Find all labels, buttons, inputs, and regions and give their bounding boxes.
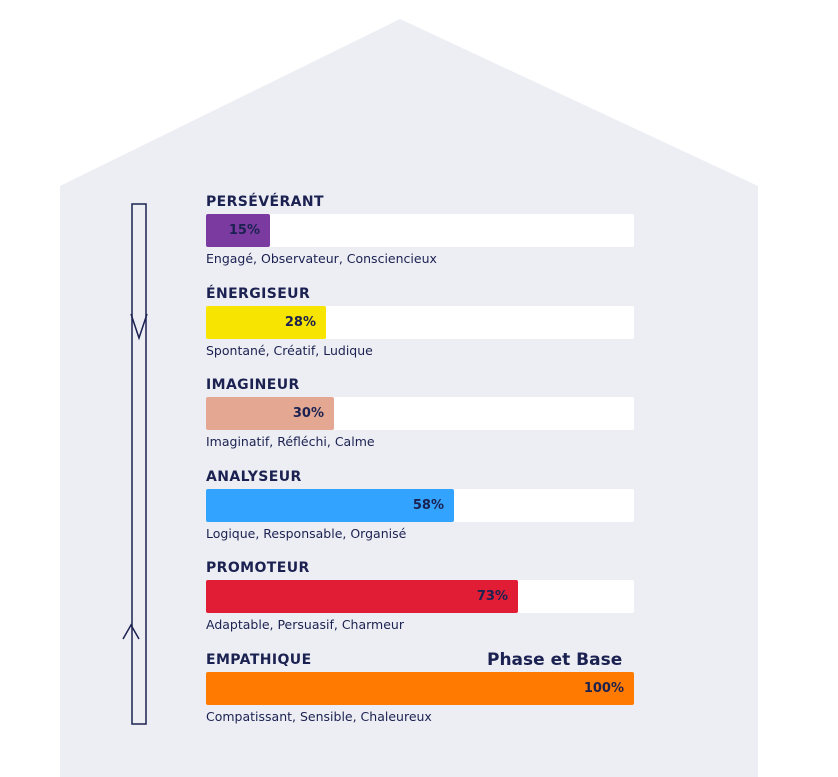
traits-description: Adaptable, Persuasif, Charmeur — [206, 617, 404, 632]
value-label: 28% — [284, 315, 316, 330]
phase-arrow-frame — [131, 203, 147, 725]
bar-track: 15% — [206, 214, 634, 247]
value-label: 100% — [583, 681, 624, 696]
value-label: 15% — [228, 223, 260, 238]
bar: 100% — [206, 672, 634, 705]
traits-description: Logique, Responsable, Organisé — [206, 526, 407, 541]
value-label: 73% — [476, 589, 508, 604]
category-label: PROMOTEUR — [206, 560, 310, 576]
traits-description: Spontané, Créatif, Ludique — [206, 343, 373, 358]
bar: 73% — [206, 580, 518, 613]
value-label: 58% — [412, 498, 444, 513]
phase-base-label: Phase et Base — [487, 650, 623, 670]
category-label: PERSÉVÉRANT — [206, 194, 324, 210]
bar-track: 58% — [206, 489, 634, 522]
traits-description: Imaginatif, Réfléchi, Calme — [206, 434, 375, 449]
value-label: 30% — [292, 406, 324, 421]
bar: 30% — [206, 397, 334, 430]
bar-track: 73% — [206, 580, 634, 613]
bar-track: 100% — [206, 672, 634, 705]
category-label: ÉNERGISEUR — [206, 286, 311, 302]
bar-track: 30% — [206, 397, 634, 430]
traits-description: Engagé, Observateur, Consciencieux — [206, 251, 437, 266]
category-label: EMPATHIQUE — [206, 652, 312, 668]
traits-description: Compatissant, Sensible, Chaleureux — [206, 709, 432, 724]
bar: 58% — [206, 489, 454, 522]
category-label: ANALYSEUR — [206, 469, 302, 485]
arrow-down-icon — [130, 313, 148, 341]
category-label: IMAGINEUR — [206, 377, 300, 393]
bar: 28% — [206, 306, 326, 339]
bar-track: 28% — [206, 306, 634, 339]
bar: 15% — [206, 214, 270, 247]
arrow-up-icon — [122, 623, 140, 640]
